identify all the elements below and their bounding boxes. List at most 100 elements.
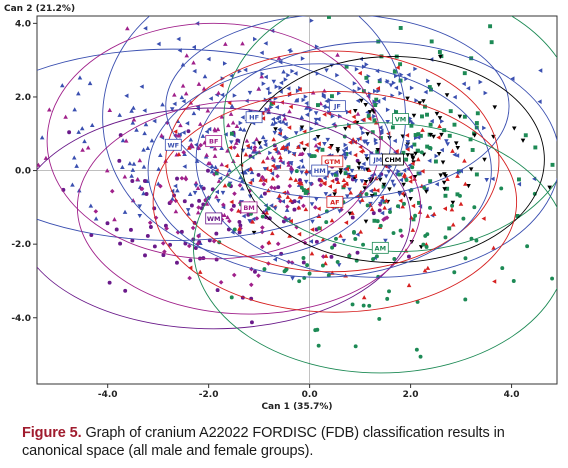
data-point bbox=[192, 68, 197, 74]
data-point bbox=[304, 142, 309, 148]
data-point bbox=[320, 237, 326, 242]
data-point bbox=[270, 155, 275, 160]
data-point bbox=[204, 129, 209, 134]
data-point bbox=[442, 206, 447, 211]
group-label-vm: VM bbox=[395, 116, 407, 124]
data-point bbox=[324, 220, 329, 225]
data-point bbox=[515, 214, 520, 218]
data-point bbox=[400, 191, 405, 197]
data-point bbox=[316, 343, 321, 348]
data-point bbox=[286, 86, 291, 91]
data-point bbox=[420, 114, 424, 119]
data-point bbox=[313, 205, 318, 210]
data-point bbox=[239, 186, 245, 191]
data-point bbox=[365, 203, 370, 208]
data-point bbox=[453, 141, 459, 146]
data-point bbox=[401, 150, 406, 155]
group-label-box-bm bbox=[240, 201, 258, 214]
data-point bbox=[481, 216, 486, 221]
data-point bbox=[143, 253, 147, 258]
data-point bbox=[252, 269, 257, 274]
data-point bbox=[249, 170, 255, 175]
data-point bbox=[237, 226, 242, 231]
data-point bbox=[322, 175, 327, 181]
data-point bbox=[462, 158, 467, 163]
data-point bbox=[409, 123, 414, 128]
data-point bbox=[262, 167, 268, 172]
data-point bbox=[347, 109, 352, 115]
data-point bbox=[309, 202, 315, 207]
data-point bbox=[39, 135, 45, 140]
data-point bbox=[175, 260, 179, 265]
data-point bbox=[289, 170, 294, 175]
data-point bbox=[359, 165, 365, 170]
data-point bbox=[104, 168, 110, 173]
data-point bbox=[273, 165, 278, 170]
data-point bbox=[180, 62, 186, 67]
data-point bbox=[462, 114, 467, 119]
data-point bbox=[305, 263, 310, 268]
data-point bbox=[258, 177, 264, 182]
data-point bbox=[264, 107, 269, 112]
data-point bbox=[386, 169, 392, 175]
data-point bbox=[147, 220, 153, 226]
data-point bbox=[231, 272, 237, 278]
data-point bbox=[297, 231, 302, 237]
group-ellipse-bf bbox=[46, 22, 381, 260]
data-point bbox=[395, 204, 400, 209]
data-point bbox=[236, 208, 241, 213]
data-point bbox=[440, 160, 446, 165]
group-ellipse-wf bbox=[37, 48, 391, 241]
data-point bbox=[348, 190, 353, 195]
data-point bbox=[306, 169, 311, 175]
data-point bbox=[250, 219, 255, 224]
data-point bbox=[408, 118, 414, 124]
data-point bbox=[295, 144, 301, 149]
data-point bbox=[350, 175, 355, 180]
caption-text: Graph of cranium A22022 FORDISC (FDB) cl… bbox=[22, 425, 505, 459]
data-point bbox=[279, 145, 285, 150]
data-point bbox=[344, 194, 350, 199]
data-point bbox=[422, 185, 427, 190]
data-point bbox=[537, 99, 542, 104]
data-point bbox=[241, 213, 246, 219]
data-point bbox=[220, 92, 225, 98]
data-point bbox=[402, 201, 406, 206]
data-point bbox=[346, 124, 351, 129]
data-point bbox=[428, 205, 432, 210]
data-point bbox=[43, 155, 49, 160]
data-point bbox=[342, 151, 347, 157]
data-point bbox=[511, 279, 516, 283]
data-point bbox=[308, 107, 314, 113]
data-point bbox=[186, 129, 191, 134]
data-point bbox=[290, 276, 295, 281]
data-point bbox=[421, 242, 426, 247]
data-point bbox=[322, 141, 327, 147]
data-point bbox=[254, 136, 259, 141]
data-point bbox=[285, 194, 291, 199]
data-point bbox=[406, 166, 411, 172]
data-point bbox=[143, 26, 148, 31]
data-point bbox=[278, 85, 283, 90]
data-point bbox=[283, 77, 288, 82]
data-point bbox=[76, 91, 81, 96]
data-point bbox=[408, 197, 413, 202]
data-point bbox=[260, 225, 265, 230]
data-point bbox=[188, 137, 194, 142]
data-point bbox=[231, 203, 236, 208]
data-point bbox=[270, 163, 275, 169]
data-point bbox=[411, 113, 417, 118]
data-point bbox=[293, 71, 298, 76]
data-point bbox=[269, 101, 274, 106]
data-point bbox=[209, 163, 215, 168]
data-point bbox=[252, 148, 257, 153]
data-point bbox=[357, 70, 362, 76]
data-point bbox=[139, 84, 144, 89]
data-point bbox=[278, 59, 283, 65]
data-point bbox=[237, 219, 242, 224]
data-point bbox=[191, 237, 196, 242]
data-point bbox=[272, 206, 278, 211]
data-point bbox=[533, 145, 538, 150]
data-point bbox=[130, 120, 136, 125]
data-point bbox=[362, 139, 367, 144]
